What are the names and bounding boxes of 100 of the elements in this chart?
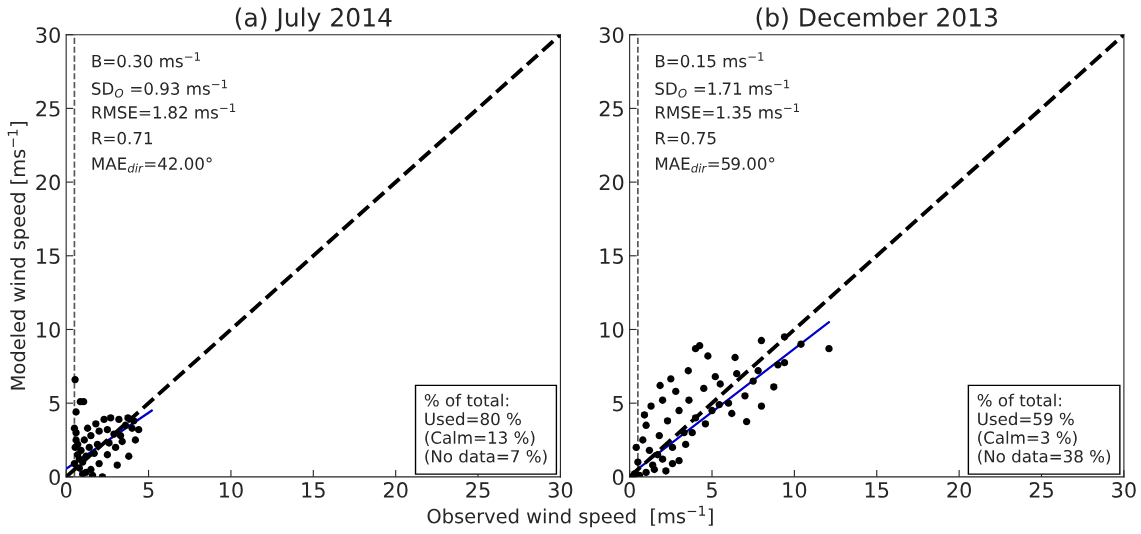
point: [113, 461, 121, 469]
point: [130, 417, 138, 425]
point: [118, 437, 126, 446]
point: [128, 424, 136, 432]
point: [82, 452, 90, 460]
y-tick-label: 20: [36, 174, 60, 191]
point: [85, 443, 93, 452]
point: [110, 430, 118, 438]
x-tick-label: 25: [466, 482, 490, 498]
point: [75, 455, 84, 463]
point: [70, 459, 79, 468]
point: [672, 387, 680, 396]
y-axis-title: Modeled wind speed [ms$^{−1}$]: [7, 122, 30, 390]
point: [77, 446, 85, 455]
y-tick-label: 0: [612, 469, 624, 486]
annotation: MAE$_{dir}$=42.00°: [92, 157, 212, 173]
point: [688, 428, 696, 437]
point: [106, 414, 115, 422]
point: [708, 406, 716, 415]
annotation: % of total: Used=80 % (Calm=13 %) (No data=7 %): [424, 393, 547, 465]
y-tick-label: 20: [599, 174, 624, 191]
point: [634, 458, 642, 466]
point: [668, 459, 677, 468]
annotation: B=0.30 ms$^{−1}$: [92, 52, 200, 68]
point: [72, 428, 80, 437]
x-tick-label: 30: [1112, 482, 1136, 498]
point: [124, 414, 132, 422]
point: [770, 383, 778, 391]
y-tick-label: 0: [49, 469, 60, 486]
point: [668, 443, 677, 452]
point: [116, 431, 125, 440]
point: [716, 380, 724, 388]
point: [645, 446, 654, 455]
point: [684, 367, 692, 375]
annotation: SD$_{O}$ =1.71 ms$^{−1}$: [655, 79, 790, 98]
point: [653, 451, 662, 459]
point: [72, 408, 80, 416]
annotation: R=0.71: [92, 131, 153, 145]
x-tick-label: 20: [383, 482, 408, 498]
x-tick-label: 25: [1029, 482, 1053, 498]
point: [103, 426, 112, 434]
point: [111, 443, 120, 452]
point: [749, 377, 757, 385]
x-tick-label: 5: [706, 482, 717, 498]
point: [647, 402, 655, 410]
annotation: B=0.15 ms$^{−1}$: [655, 52, 764, 68]
point: [131, 436, 140, 444]
point: [757, 336, 766, 345]
point: [701, 420, 710, 428]
point: [642, 421, 650, 429]
y-tick-label: 25: [36, 100, 60, 117]
point: [757, 402, 766, 410]
point: [797, 340, 805, 348]
point: [639, 436, 647, 444]
point: [95, 427, 103, 435]
annotation: % of total: Used=59 % (Calm=3 %) (No data=38 %): [977, 393, 1111, 465]
point: [103, 451, 112, 459]
point: [93, 440, 102, 449]
point: [675, 456, 683, 465]
point: [125, 452, 133, 460]
x-tick-label: 15: [302, 482, 325, 498]
point: [87, 465, 95, 474]
y-tick-label: 30: [599, 27, 624, 43]
annotation: MAE$_{dir}$=59.00°: [655, 157, 775, 173]
chart-title: (b) December 2013: [756, 7, 998, 30]
point: [754, 367, 762, 375]
point: [649, 461, 657, 469]
annotation: RMSE=1.35 ms$^{−1}$: [655, 103, 799, 119]
point: [658, 396, 667, 404]
point: [780, 358, 789, 367]
point: [667, 375, 675, 383]
x-tick-label: 0: [60, 482, 72, 498]
point: [121, 421, 130, 429]
point: [115, 415, 123, 424]
chart-title: (a) July 2014: [235, 7, 392, 32]
x-tick-label: 10: [219, 482, 243, 498]
x-tick-label: 5: [143, 482, 154, 498]
point: [780, 333, 789, 341]
point: [87, 431, 95, 440]
point: [663, 417, 672, 425]
point: [80, 436, 88, 444]
y-tick-label: 5: [49, 395, 60, 412]
point: [691, 414, 700, 422]
point: [825, 344, 833, 353]
point: [680, 428, 688, 437]
point: [731, 353, 739, 362]
annotation: R=0.75: [655, 131, 716, 145]
point: [100, 415, 108, 424]
x-tick-label: 20: [947, 482, 971, 498]
point: [704, 352, 712, 360]
point: [700, 384, 708, 393]
point: [733, 370, 741, 378]
point: [711, 372, 719, 381]
point: [656, 381, 664, 390]
point: [655, 431, 663, 440]
point: [83, 424, 92, 432]
point: [642, 468, 650, 477]
point: [632, 443, 640, 452]
x-tick-label: 30: [548, 482, 573, 498]
y-tick-label: 15: [600, 248, 623, 264]
